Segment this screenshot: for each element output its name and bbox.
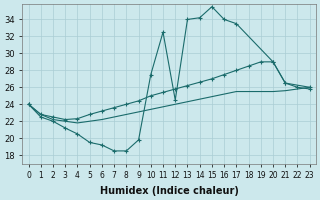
X-axis label: Humidex (Indice chaleur): Humidex (Indice chaleur)	[100, 186, 239, 196]
